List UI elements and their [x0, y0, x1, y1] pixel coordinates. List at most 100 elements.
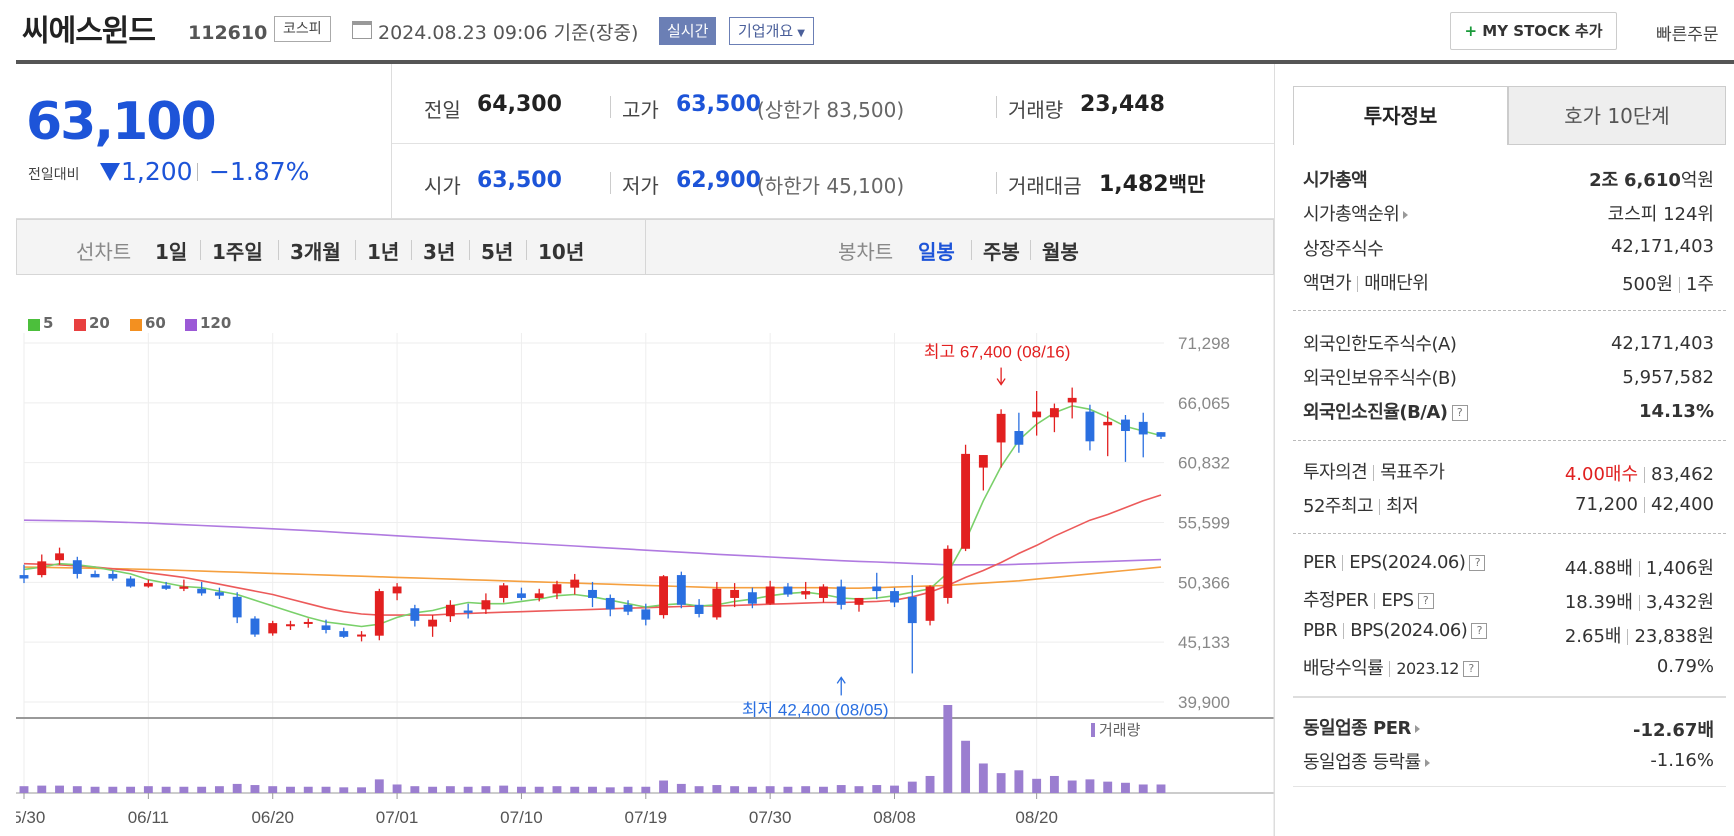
volume-bar: [428, 786, 438, 793]
down-triangle-icon: [100, 163, 120, 181]
candle-body: [659, 576, 669, 616]
legend-swatch: [28, 319, 40, 331]
volume-bar: [694, 786, 704, 793]
line-period-tab[interactable]: 5년: [481, 240, 514, 264]
candle-body: [641, 609, 651, 620]
per-eps-label: PER EPS(2024.06)?: [1303, 552, 1486, 573]
line-period-tab[interactable]: 1년: [367, 240, 400, 264]
open-label: 시가: [424, 174, 461, 198]
volume-bar: [37, 785, 47, 793]
candle-body: [250, 618, 260, 635]
volume-bar: [1121, 782, 1130, 793]
tab-order-book[interactable]: 호가 10단계: [1508, 86, 1726, 145]
legend-swatch: [130, 319, 142, 331]
volume-bar: [801, 786, 811, 793]
w52-label: 52주최고 최저: [1303, 496, 1419, 517]
divider: [197, 163, 198, 181]
candle-chart-label: 봉차트: [838, 240, 894, 264]
line-period-tab[interactable]: 1주일: [212, 240, 263, 264]
quick-order-link[interactable]: 빠른주문: [1656, 25, 1719, 45]
listed-shares-label: 상장주식수: [1303, 239, 1384, 260]
low-annotation: 최저 42,400 (08/05): [742, 700, 889, 719]
volume-bar: [1138, 784, 1148, 793]
volume-bar: [445, 786, 455, 793]
add-my-stock-button[interactable]: + MY STOCK 추가: [1450, 12, 1617, 50]
volume-bar: [1049, 775, 1059, 793]
volume-bar: [659, 780, 669, 793]
candle-body: [108, 573, 118, 579]
volume-bar: [214, 786, 224, 793]
candle-body: [694, 604, 704, 614]
upper-limit: (상한가 83,500): [757, 98, 905, 122]
foreign-limit-label: 외국인한도주식수(A): [1303, 334, 1457, 355]
candle-period-tab[interactable]: 일봉: [918, 240, 955, 264]
help-icon[interactable]: ?: [1471, 623, 1488, 639]
volume-bar: [943, 705, 953, 793]
divider: [1030, 240, 1031, 260]
volume-bar: [747, 786, 757, 793]
industry-per-value: -12.67배: [1633, 720, 1714, 741]
help-icon[interactable]: ?: [1469, 555, 1486, 571]
divider: [526, 240, 527, 260]
price-change-pct: −1.87%: [209, 157, 310, 186]
candle-body: [872, 586, 882, 592]
candle-body: [907, 596, 917, 624]
volume-bar: [499, 785, 509, 793]
candle-body: [286, 624, 295, 627]
y-tick-label: 71,298: [1178, 334, 1230, 353]
candlestick-chart[interactable]: 71,298 66,065 60,832 55,599 50,366 45,133 39,9…: [16, 275, 1274, 836]
candle-body: [534, 593, 544, 598]
tab-invest-info[interactable]: 투자정보: [1293, 86, 1508, 145]
line-period-tab[interactable]: 10년: [538, 240, 585, 264]
corp-overview-dropdown[interactable]: 기업개요 ▼: [729, 17, 814, 45]
volume-legend-label: 거래량: [1099, 722, 1141, 739]
industry-change-link[interactable]: 동일업종 등락률: [1303, 748, 1430, 774]
chevron-right-icon: [1424, 759, 1430, 767]
candle-body: [570, 579, 580, 588]
low-label: 저가: [622, 174, 659, 198]
y-tick-label: 55,599: [1178, 514, 1230, 533]
volume-bar: [765, 786, 775, 793]
cap-rank-value: 코스피 124위: [1607, 204, 1714, 225]
candle-period-tab[interactable]: 월봉: [1042, 240, 1079, 264]
stats-row-divider: [392, 143, 1274, 144]
candle-body: [783, 586, 793, 595]
volume-bar: [854, 786, 864, 793]
industry-per-link[interactable]: 동일업종 PER: [1303, 714, 1420, 740]
candle-body: [943, 548, 953, 598]
help-icon[interactable]: ?: [1451, 405, 1468, 421]
par-trade-unit-value: 500원 1주: [1622, 274, 1714, 295]
open-value: 63,500: [477, 168, 562, 193]
candle-body: [374, 591, 384, 636]
dividend-label: 배당수익률 2023.12?: [1303, 654, 1479, 680]
help-icon[interactable]: ?: [1417, 593, 1434, 609]
x-tick-label: 08/20: [1015, 808, 1058, 827]
help-icon[interactable]: ?: [1462, 661, 1479, 677]
y-tick-label: 66,065: [1178, 394, 1230, 413]
candle-body: [161, 585, 171, 589]
volume-bar: [925, 775, 935, 793]
realtime-button[interactable]: 실시간: [659, 17, 717, 45]
candle-body: [37, 561, 47, 576]
divider: [411, 240, 412, 260]
volume-bar: [161, 786, 171, 793]
divider: [469, 240, 470, 260]
chevron-down-icon: ▼: [797, 28, 805, 39]
candle-body: [1032, 411, 1042, 418]
cap-rank-link[interactable]: 시가총액순위: [1303, 200, 1409, 226]
candle-body: [801, 591, 811, 595]
per-eps-value: 44.88배 1,406원: [1564, 558, 1714, 579]
candle-body: [357, 634, 366, 637]
line-period-tab[interactable]: 3년: [423, 240, 456, 264]
par-trade-unit-label: 액면가 매매단위: [1303, 273, 1429, 294]
ma120-line: [23, 519, 1162, 566]
volume-bar: [374, 779, 384, 793]
volume-label: 거래량: [1008, 98, 1064, 122]
candle-period-tab[interactable]: 주봉: [983, 240, 1020, 264]
line-period-tab[interactable]: 3개월: [290, 240, 341, 264]
line-period-tab[interactable]: 1일: [155, 240, 188, 264]
volume-value: 23,448: [1080, 92, 1165, 117]
candle-body: [961, 453, 971, 549]
volume-bar: [72, 786, 82, 793]
volume-bar: [676, 783, 686, 793]
